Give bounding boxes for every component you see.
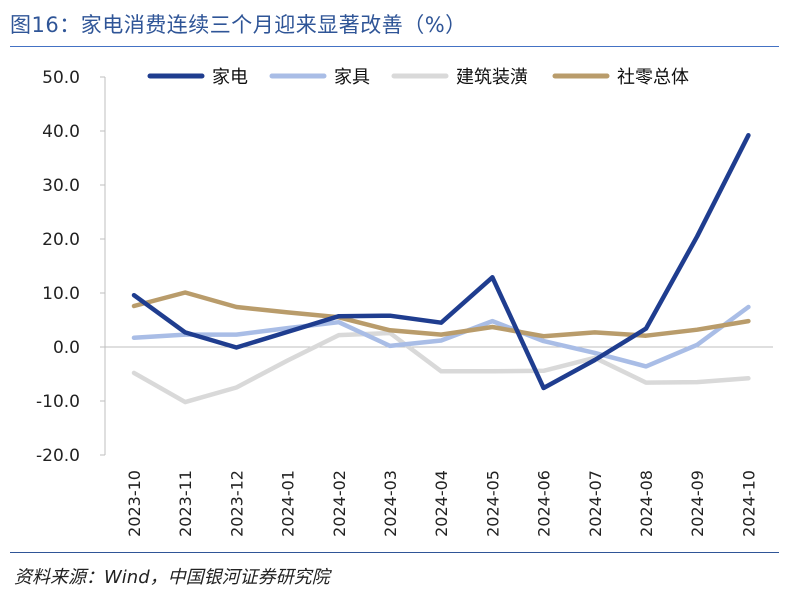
y-tick-label: 30.0 <box>42 176 80 196</box>
x-tick-label: 2024-04 <box>432 470 451 537</box>
source-divider <box>10 552 779 553</box>
figure-source: 资料来源：Wind，中国银河证券研究院 <box>14 567 330 588</box>
title-divider <box>10 46 779 47</box>
chart-axes: 50.0 40.0 30.0 20.0 10.0 0.0 -10.0 -20.0 2023-10… <box>36 68 773 537</box>
y-tick-label: 10.0 <box>42 284 80 304</box>
y-tick-label: 40.0 <box>42 122 80 142</box>
y-tick-label: -10.0 <box>36 392 80 412</box>
figure-title: 图16：家电消费连续三个月迎来显著改善（%） <box>10 13 467 37</box>
x-tick-label: 2024-08 <box>637 470 656 537</box>
legend-label-2: 建筑装潢 <box>456 67 528 88</box>
legend-label-0: 家电 <box>212 67 248 88</box>
y-tick-label: 50.0 <box>42 68 80 88</box>
x-tick-label: 2023-10 <box>125 470 144 537</box>
x-tick-label: 2024-09 <box>688 470 707 537</box>
chart-legend: 家电 家具 建筑装潢 社零总体 <box>147 67 689 88</box>
x-tick-label: 2024-02 <box>330 470 349 537</box>
chart-series <box>131 133 751 405</box>
x-tick-label: 2024-03 <box>381 470 400 537</box>
series-line-0 <box>131 133 751 391</box>
legend-label-3: 社零总体 <box>617 67 689 88</box>
y-tick-label: -20.0 <box>36 446 80 466</box>
x-tick-label: 2024-01 <box>279 470 298 537</box>
x-tick-label: 2024-06 <box>535 470 554 537</box>
x-tick-label: 2024-07 <box>586 470 605 537</box>
x-tick-label: 2023-12 <box>227 470 246 537</box>
line-chart: 50.0 40.0 30.0 20.0 10.0 0.0 -10.0 -20.0 2023-10… <box>36 67 773 537</box>
series-line-3 <box>131 290 751 339</box>
legend-label-1: 家具 <box>334 67 370 88</box>
series-line-1 <box>131 304 751 369</box>
y-tick-label: 0.0 <box>53 338 80 358</box>
x-tick-label: 2024-05 <box>483 470 502 537</box>
series-line-2 <box>131 330 751 405</box>
x-tick-label: 2023-11 <box>176 470 195 537</box>
x-tick-label: 2024-10 <box>739 470 758 537</box>
y-tick-label: 20.0 <box>42 230 80 250</box>
